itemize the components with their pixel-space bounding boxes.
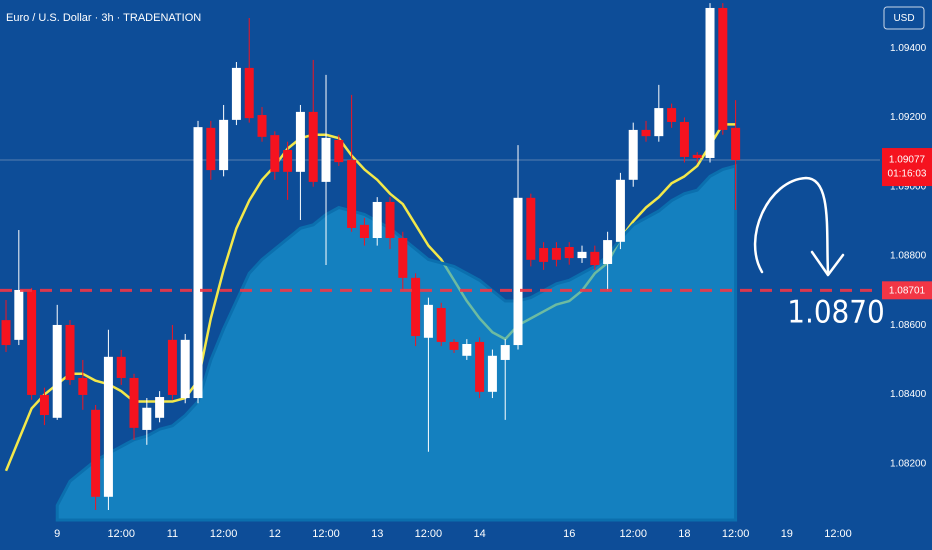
candle-body bbox=[321, 137, 331, 182]
price-label-box bbox=[882, 148, 932, 187]
candle-body bbox=[219, 119, 229, 171]
x-tick-label: 12:00 bbox=[107, 528, 135, 540]
x-tick-label: 11 bbox=[167, 528, 178, 540]
candle-body bbox=[462, 344, 472, 356]
x-tick-label: 14 bbox=[473, 528, 485, 540]
candle-body bbox=[244, 67, 254, 119]
x-tick-label: 18 bbox=[678, 528, 690, 540]
candle-body bbox=[78, 377, 88, 395]
area bbox=[55, 163, 738, 522]
candle-body bbox=[475, 341, 485, 392]
candle-body bbox=[449, 341, 459, 350]
candle-body bbox=[628, 129, 638, 180]
candle-body bbox=[615, 179, 625, 242]
x-tick-label: 19 bbox=[781, 528, 793, 540]
candle-body bbox=[283, 150, 293, 172]
y-tick-label: 1.08200 bbox=[890, 459, 927, 470]
candle-body bbox=[603, 240, 613, 264]
candle-body bbox=[372, 201, 382, 239]
arrow-curve bbox=[753, 176, 830, 274]
candle-body bbox=[551, 248, 561, 260]
x-tick-label: 12:00 bbox=[415, 528, 443, 540]
candle-body bbox=[577, 251, 587, 259]
x-tick-label: 12:00 bbox=[210, 528, 238, 540]
candle-body bbox=[257, 115, 267, 137]
candle-body bbox=[398, 238, 408, 278]
candle-body bbox=[27, 289, 37, 395]
candle-body bbox=[347, 160, 357, 228]
candle-body bbox=[167, 339, 177, 395]
candle-body bbox=[411, 277, 421, 337]
candle-body bbox=[103, 356, 113, 497]
x-tick-label: 12:00 bbox=[722, 528, 750, 540]
candle-body bbox=[731, 127, 741, 161]
x-tick-label: 12:00 bbox=[619, 528, 647, 540]
candle-body bbox=[193, 127, 203, 399]
currency-button[interactable] bbox=[883, 6, 925, 30]
level-label: 1.08701 bbox=[889, 285, 926, 296]
arrow-head bbox=[810, 250, 845, 277]
candle-body bbox=[295, 111, 305, 172]
candle-body bbox=[667, 108, 677, 122]
annotation: 1.0870 bbox=[787, 295, 885, 331]
x-tick-label: 12:00 bbox=[824, 528, 852, 540]
y-tick-label: 1.09400 bbox=[890, 43, 927, 54]
candle-body bbox=[718, 7, 728, 130]
candle-body bbox=[423, 304, 433, 338]
price-label: 1.09077 bbox=[889, 155, 926, 166]
candle-body bbox=[539, 248, 549, 262]
overlay: 1.08200 1.08400 1.08600 1.08800 1.09000 1.092… bbox=[0, 43, 932, 540]
candle-body bbox=[359, 224, 369, 239]
candle-body bbox=[641, 129, 651, 137]
x-tick-label: 12 bbox=[269, 528, 281, 540]
y-tick-label: 1.09200 bbox=[890, 112, 927, 123]
candle-body bbox=[142, 407, 152, 430]
currency-label[interactable]: USD bbox=[893, 13, 914, 24]
y-tick-label: 1.08600 bbox=[890, 320, 927, 331]
candle-body bbox=[206, 127, 216, 171]
candle-body bbox=[526, 197, 536, 260]
candle-body bbox=[436, 307, 446, 342]
candle-body bbox=[52, 324, 62, 418]
candle-body bbox=[705, 7, 715, 158]
y-tick-label: 1.08800 bbox=[890, 251, 927, 262]
candle-body bbox=[155, 397, 165, 418]
candle-body bbox=[679, 121, 689, 157]
x-tick-label: 12:00 bbox=[312, 528, 340, 540]
x-tick-label: 13 bbox=[371, 528, 383, 540]
candle-body bbox=[91, 409, 101, 497]
x-tick-label: 9 bbox=[54, 528, 60, 540]
plot-area bbox=[0, 3, 880, 522]
candle-body bbox=[39, 394, 49, 416]
y-tick-label: 1.09000 bbox=[890, 181, 927, 192]
candle-body bbox=[129, 377, 139, 428]
candle-body bbox=[14, 289, 24, 340]
candle-body bbox=[385, 201, 395, 239]
candle-body bbox=[180, 339, 190, 399]
x-tick-label: 16 bbox=[563, 528, 575, 540]
candle-body bbox=[564, 247, 574, 259]
candle-body bbox=[1, 320, 11, 346]
candle-body bbox=[590, 251, 600, 266]
level-label-box bbox=[882, 281, 932, 300]
countdown-label: 01:16:03 bbox=[888, 169, 927, 180]
candle-body bbox=[270, 135, 280, 172]
candle-body bbox=[116, 356, 126, 378]
candle-body bbox=[334, 139, 344, 163]
candle-body bbox=[513, 197, 523, 346]
candle-body bbox=[65, 324, 75, 381]
candle-body bbox=[231, 67, 241, 120]
candle-body bbox=[654, 108, 664, 137]
y-tick-label: 1.08400 bbox=[890, 389, 927, 400]
candle-body bbox=[500, 345, 510, 360]
chart-title: Euro / U.S. Dollar · 3h · TRADENATION bbox=[6, 12, 201, 24]
candle-body bbox=[487, 355, 497, 392]
candle-body bbox=[692, 154, 702, 158]
candle-body bbox=[308, 111, 318, 182]
